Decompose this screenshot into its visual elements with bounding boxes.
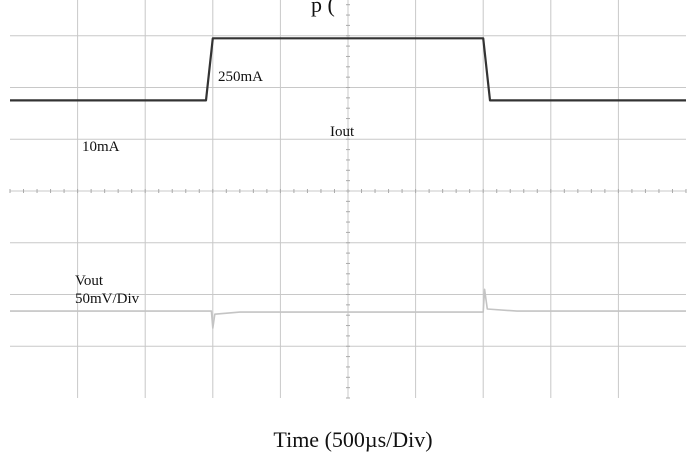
series-line-vout	[10, 288, 686, 329]
label-iout: Iout	[330, 124, 355, 140]
x-axis-label: Time (500µs/Div)	[273, 427, 432, 452]
traces	[10, 37, 686, 329]
title-fragment: p (	[311, 0, 335, 17]
label-high-current: 250mA	[218, 69, 263, 85]
grid	[9, 0, 687, 399]
label-vout-scale: 50mV/Div	[75, 291, 140, 307]
label-low-current: 10mA	[82, 139, 120, 155]
series-line-iout	[10, 37, 686, 102]
label-vout: Vout	[75, 273, 104, 289]
